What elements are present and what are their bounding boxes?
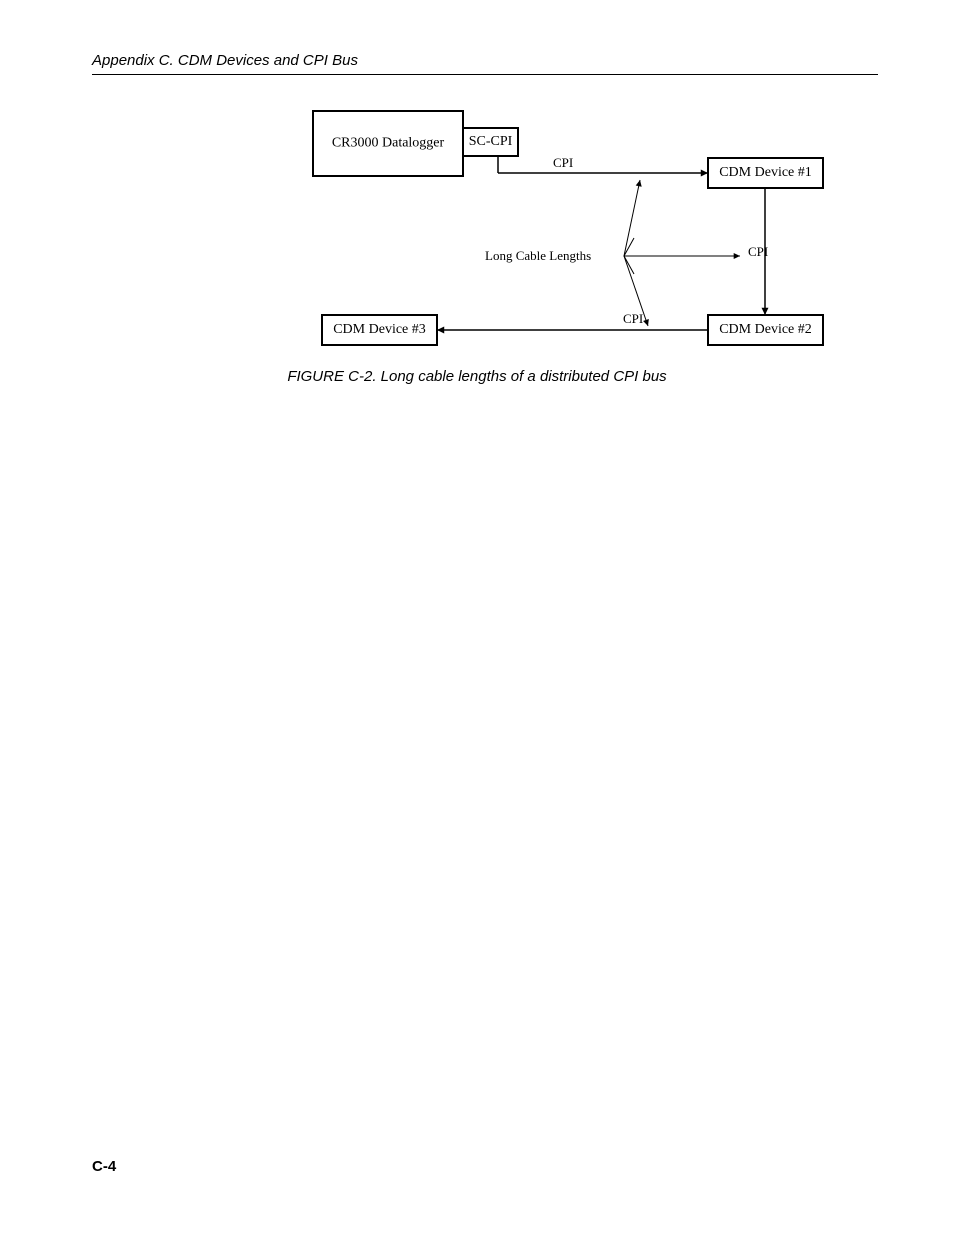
svg-text:CDM Device #2: CDM Device #2 <box>719 322 812 337</box>
svg-text:Long Cable Lengths: Long Cable Lengths <box>485 248 591 263</box>
figure-caption: FIGURE C-2. Long cable lengths of a dist… <box>0 368 954 385</box>
page-header: Appendix C. CDM Devices and CPI Bus <box>92 52 878 69</box>
figure-diagram: CPI CPI CPI Long Cable Lengths CR3000 Datalo… <box>308 108 828 348</box>
svg-text:CDM Device #3: CDM Device #3 <box>333 322 426 337</box>
svg-text:CPI: CPI <box>748 244 768 259</box>
svg-text:CPI: CPI <box>623 311 643 326</box>
page: Appendix C. CDM Devices and CPI Bus CPIC… <box>0 0 954 1235</box>
svg-text:SC-CPI: SC-CPI <box>469 134 513 149</box>
page-number: C-4 <box>92 1158 116 1175</box>
svg-text:CDM Device #1: CDM Device #1 <box>719 165 812 180</box>
svg-text:CPI: CPI <box>553 155 573 170</box>
header-rule <box>92 74 878 75</box>
svg-text:CR3000 Datalogger: CR3000 Datalogger <box>332 136 445 151</box>
